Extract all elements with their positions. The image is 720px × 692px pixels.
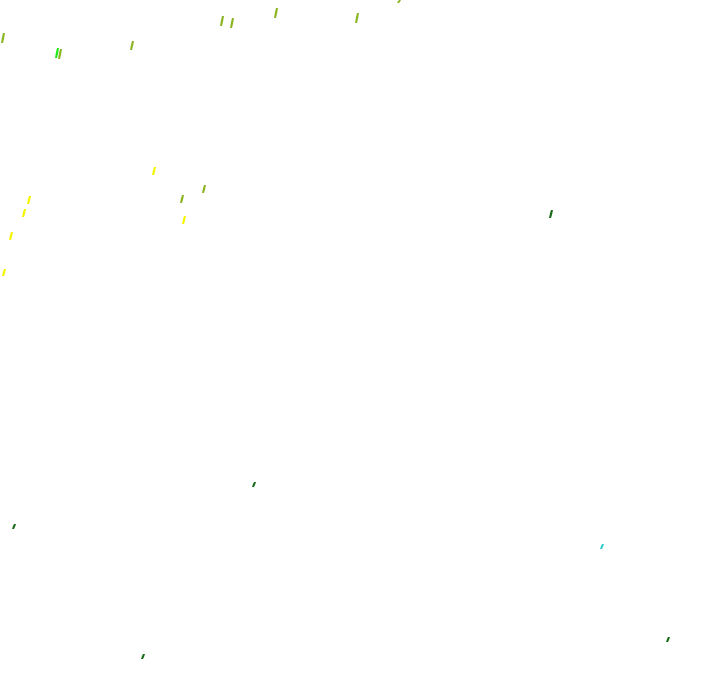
paint-mark <box>12 524 16 529</box>
paint-mark <box>666 637 670 642</box>
paint-mark <box>182 216 186 224</box>
paint-mark <box>9 232 13 240</box>
paint-mark <box>274 8 278 18</box>
paint-mark <box>202 185 206 193</box>
paint-mark <box>141 654 145 659</box>
paint-mark <box>152 167 156 175</box>
paint-mark <box>27 196 31 204</box>
paint-mark <box>600 544 604 549</box>
paint-mark <box>397 0 401 3</box>
paint-mark <box>55 48 59 58</box>
paint-mark <box>180 195 184 203</box>
paint-mark <box>22 209 26 217</box>
paint-mark <box>549 210 553 218</box>
paint-mark <box>1 33 5 43</box>
paint-mark <box>230 18 234 28</box>
paint-mark <box>130 41 134 50</box>
paint-mark <box>252 482 256 487</box>
paint-mark <box>355 13 359 23</box>
paint-mark <box>2 269 6 276</box>
paint-mark <box>58 49 62 59</box>
paint-mark <box>220 16 224 26</box>
